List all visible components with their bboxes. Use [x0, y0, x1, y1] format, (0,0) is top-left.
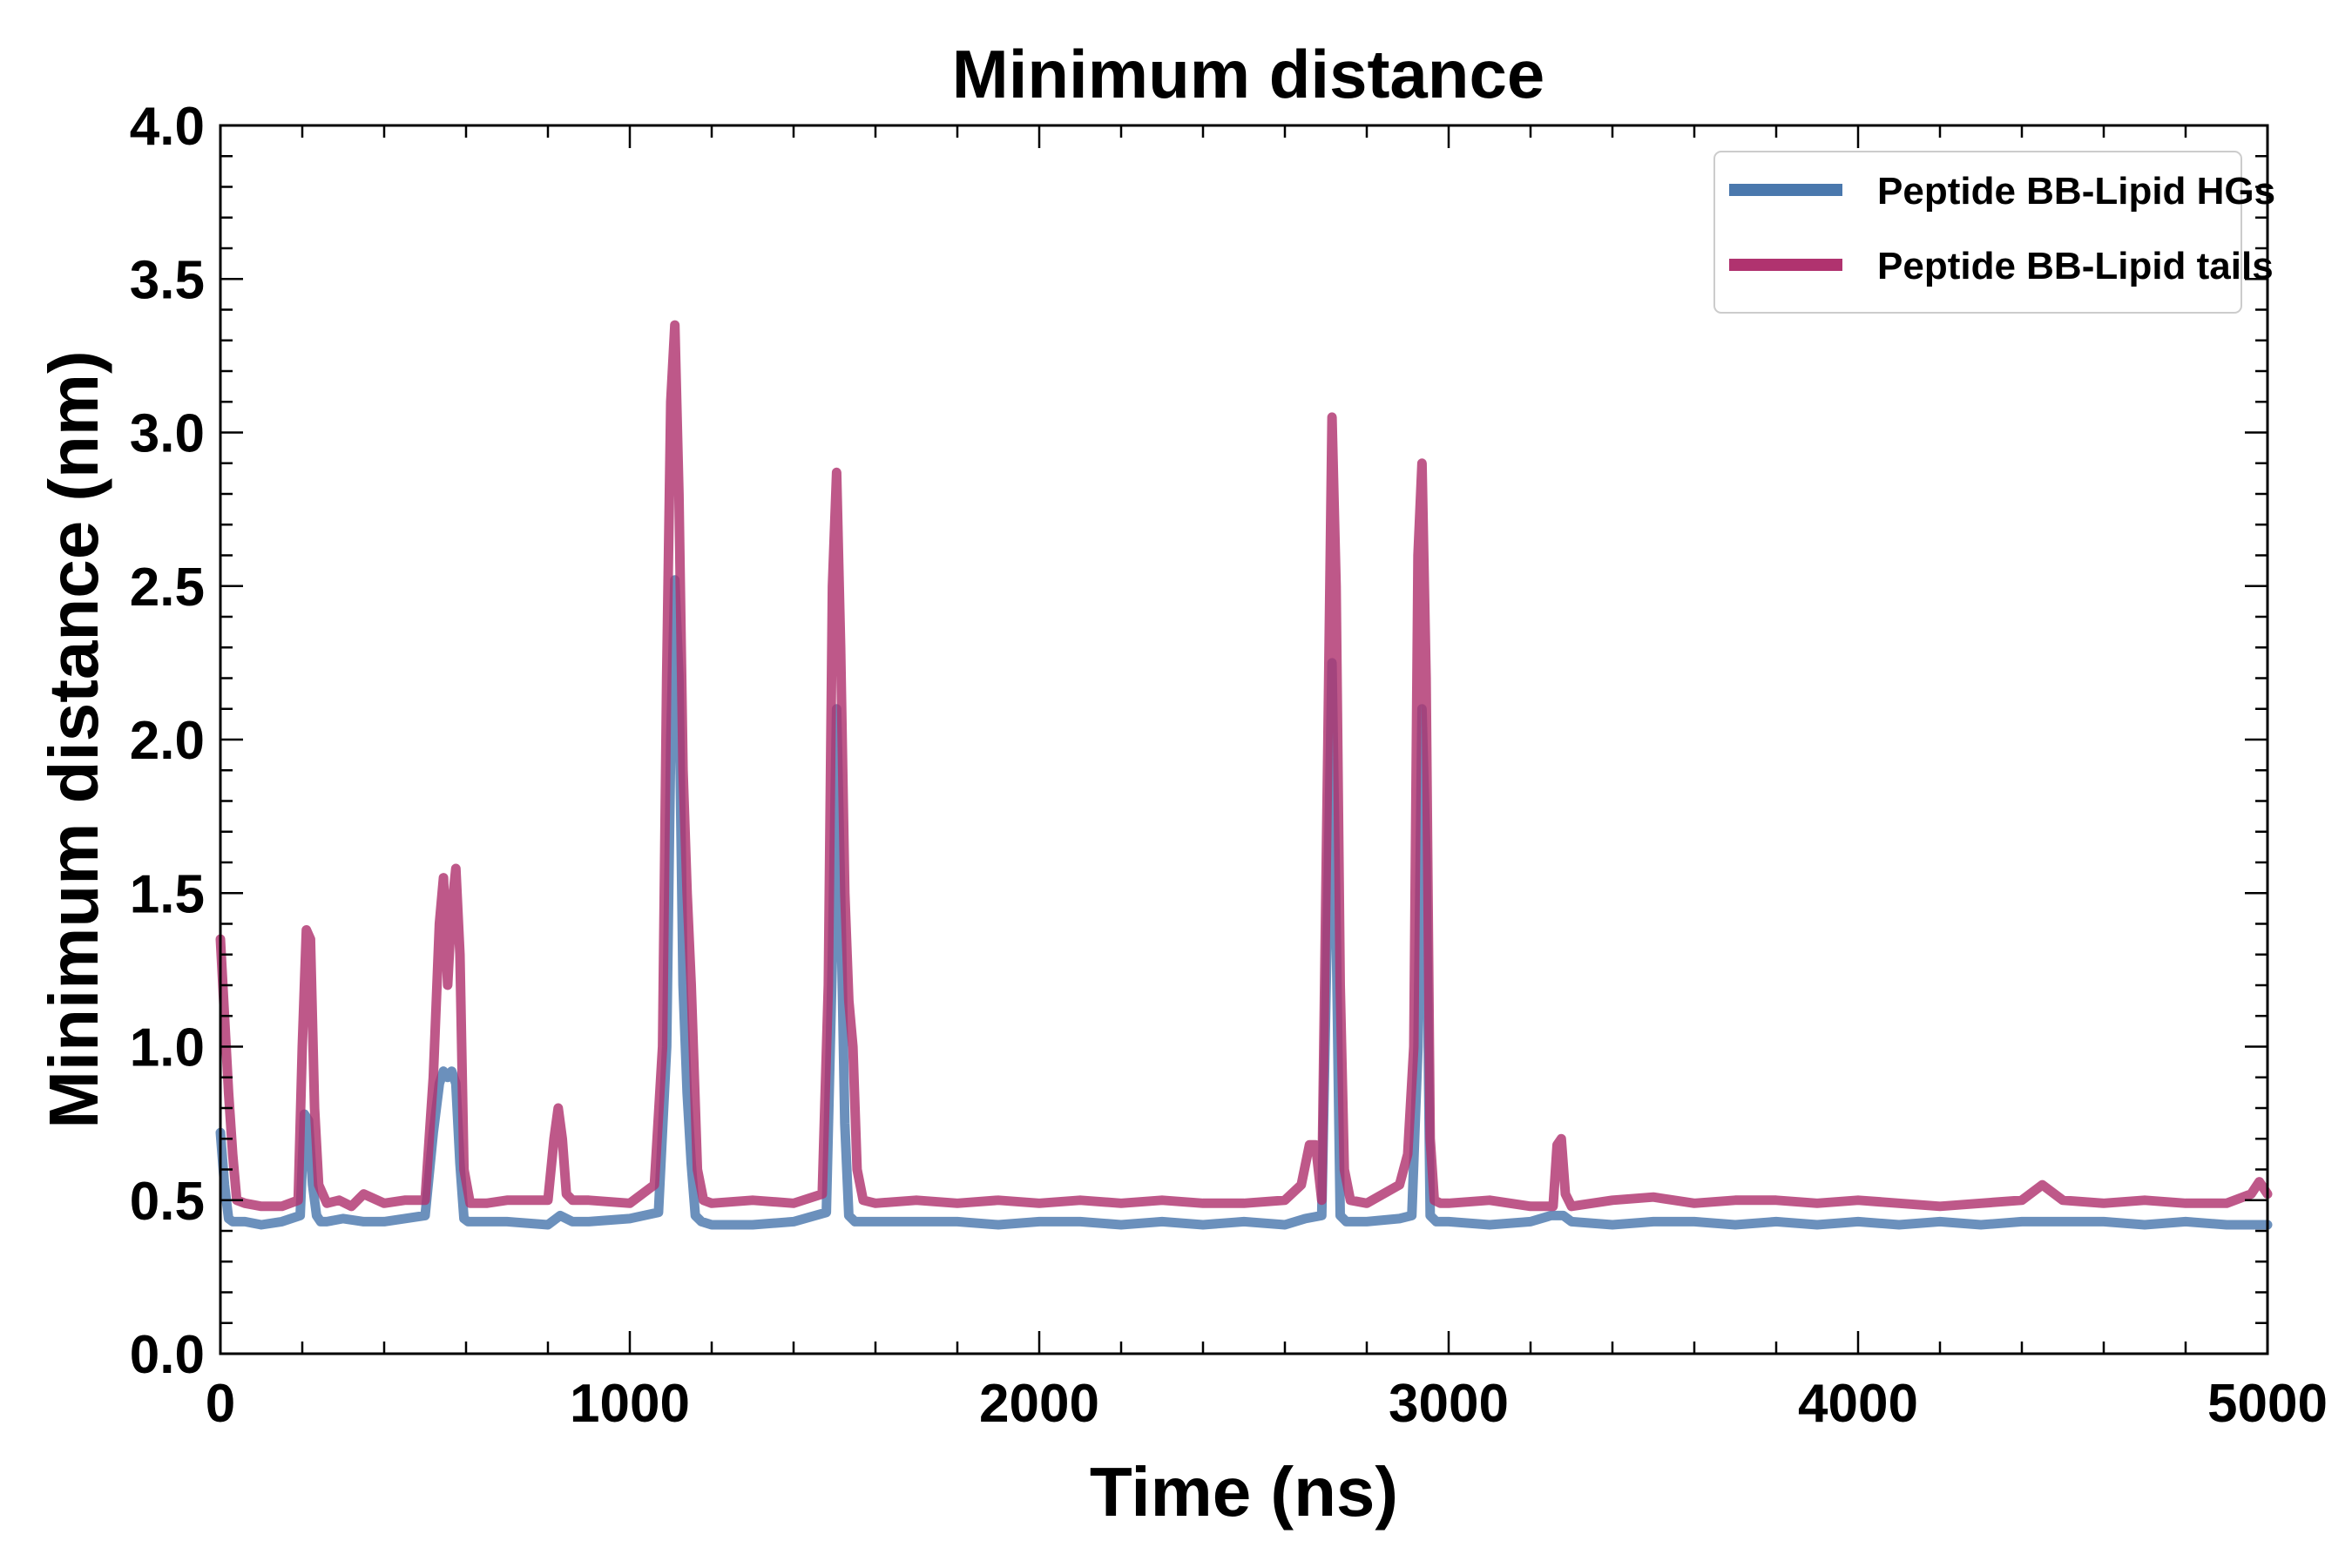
x-axis-label: Time (ns)	[1090, 1453, 1398, 1531]
y-tick-label: 1.0	[130, 1018, 205, 1078]
series-layer	[215, 320, 2273, 1230]
plot-frame	[219, 124, 2269, 1355]
y-tick-label: 3.5	[130, 250, 205, 310]
x-tick-label: 5000	[2207, 1374, 2328, 1434]
x-tick-label: 4000	[1798, 1374, 1918, 1434]
series-line-hgs	[215, 575, 2273, 1230]
y-tick-label: 0.5	[130, 1172, 205, 1232]
y-tick-label: 2.5	[130, 558, 205, 618]
chart-title: Minimum distance	[952, 36, 1544, 112]
y-tick-label: 0.0	[130, 1325, 205, 1385]
legend-box	[1713, 151, 2242, 314]
series-line-tails	[215, 320, 2273, 1212]
x-tick-label: 3000	[1389, 1374, 1509, 1434]
y-tick-label: 2.0	[130, 711, 205, 771]
x-tick-labels: 0 1000 2000 3000 4000 5000	[206, 1374, 2328, 1434]
x-tick-label: 0	[206, 1374, 235, 1434]
legend: Peptide BB-Lipid HGs Peptide BB-Lipid ta…	[1713, 151, 2275, 314]
y-tick-label: 3.0	[130, 404, 205, 464]
y-axis-label: Minimum distance (nm)	[35, 350, 112, 1128]
x-tick-label: 2000	[979, 1374, 1099, 1434]
y-tick-labels: 0.0 0.5 1.0 1.5 2.0 2.5 3.0 3.5 4.0	[130, 97, 205, 1385]
x-tick-label: 1000	[570, 1374, 690, 1434]
ticks-layer	[219, 124, 2269, 1355]
legend-label-tails: Peptide BB-Lipid tails	[1877, 245, 2274, 287]
legend-label-hgs: Peptide BB-Lipid HGs	[1877, 170, 2275, 213]
y-tick-label: 4.0	[130, 97, 205, 157]
y-tick-label: 1.5	[130, 864, 205, 924]
